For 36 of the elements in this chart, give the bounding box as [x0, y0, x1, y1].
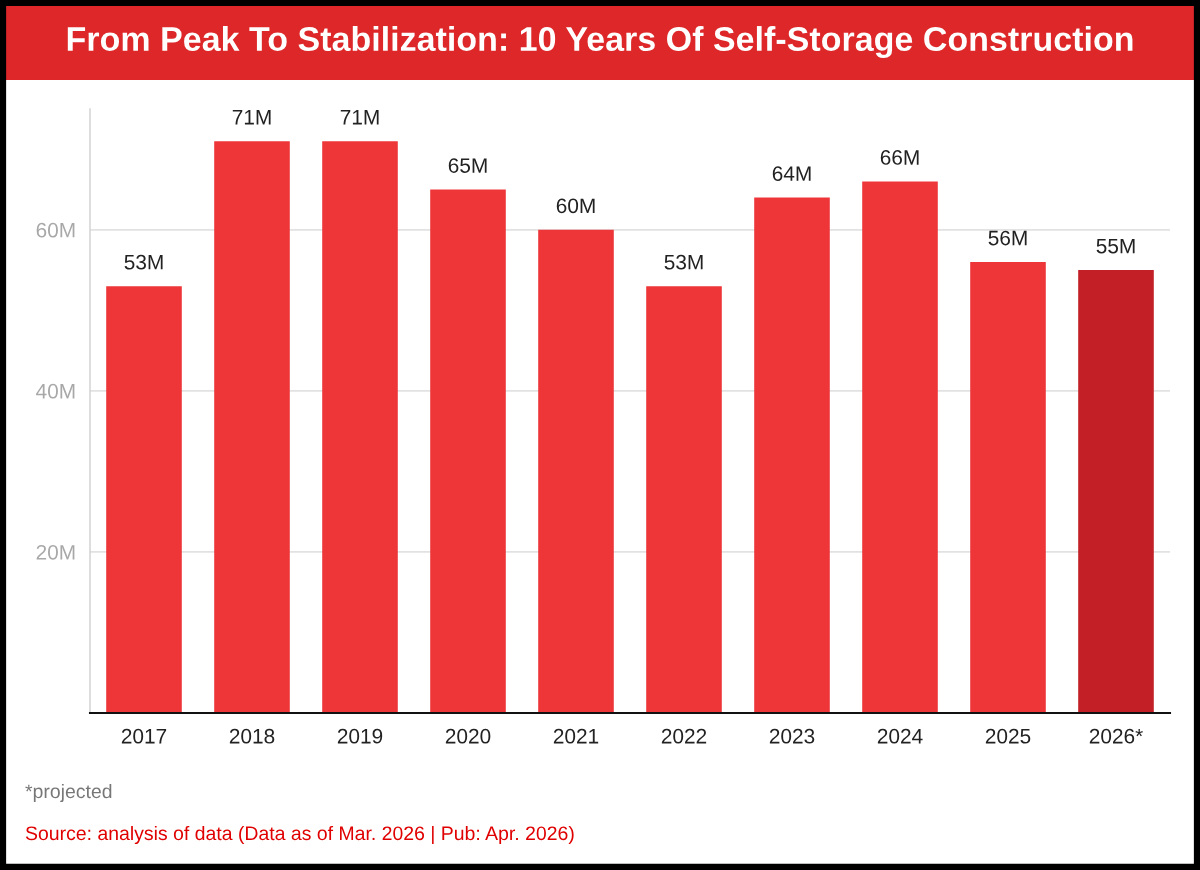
- x-tick-label: 2022: [661, 728, 707, 744]
- bar: [538, 229, 614, 713]
- x-tick-label: 2019: [337, 728, 383, 744]
- x-tick-label: 2025: [985, 728, 1031, 744]
- data-label: 53M: [664, 254, 703, 270]
- source-note: Source: analysis of data (Data as of Mar. 2026 | Pub: Apr. 2026): [25, 825, 574, 845]
- bar: [1078, 270, 1154, 713]
- data-label: 53M: [124, 254, 163, 270]
- x-tick-label: 2017: [121, 728, 167, 744]
- bar: [106, 286, 182, 713]
- text: *projected: [25, 783, 112, 803]
- bar: [430, 189, 506, 713]
- bar: [322, 141, 398, 713]
- x-tick-label: 2026*: [1089, 728, 1143, 744]
- x-tick-label: 2023: [769, 728, 815, 744]
- y-tick-label: 40M: [36, 383, 75, 399]
- data-label: 64M: [772, 166, 811, 181]
- x-tick-label: 2020: [445, 728, 491, 744]
- y-tick-label: 20M: [36, 544, 75, 560]
- bar: [214, 141, 290, 713]
- data-label: 60M: [556, 198, 595, 214]
- data-label: 56M: [988, 230, 1027, 246]
- data-label: 71M: [232, 110, 271, 125]
- bar: [646, 286, 722, 713]
- data-label: 65M: [448, 158, 487, 173]
- bar: [970, 262, 1046, 713]
- chart-title: From Peak To Stabilization: 10 Years Of Self-Storage Construction: [67, 26, 1133, 58]
- data-label: 55M: [1096, 238, 1135, 254]
- bar: [862, 181, 938, 713]
- x-tick-label: 2018: [229, 728, 275, 744]
- x-tick-label: 2021: [553, 728, 599, 744]
- data-label: 71M: [340, 110, 379, 125]
- data-label: 66M: [880, 150, 919, 165]
- y-tick-label: 60M: [36, 222, 75, 238]
- x-tick-label: 2024: [877, 728, 923, 744]
- bar: [754, 197, 830, 713]
